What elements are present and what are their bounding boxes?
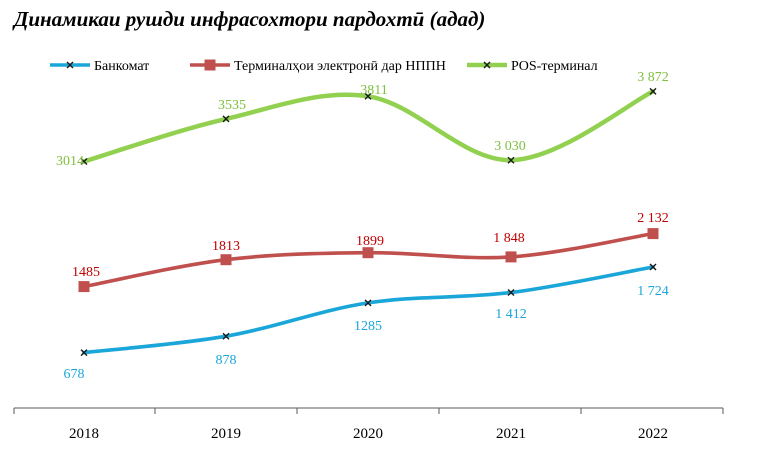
legend-marker xyxy=(483,61,491,69)
data-point xyxy=(80,349,88,357)
data-point xyxy=(364,299,372,307)
data-label: 3 872 xyxy=(637,70,669,85)
data-label: 3014 xyxy=(56,154,84,169)
data-point xyxy=(649,87,657,95)
data-point xyxy=(505,251,517,263)
x-tick-label: 2021 xyxy=(496,426,526,442)
legend-item: Банкомат xyxy=(50,59,149,74)
data-point xyxy=(78,281,90,293)
legend-item: POS-терминал xyxy=(467,59,598,74)
data-point xyxy=(507,289,515,296)
plot-area: 678 878 1285 1 412 1 724 1485 1813 1899 1 848 2 1… xyxy=(56,70,669,382)
legend-item: Терминалҳои электронӣ дар НППН xyxy=(190,59,446,74)
series-2: 1485 1813 1899 1 848 2 132 xyxy=(72,211,669,293)
data-label: 1285 xyxy=(354,319,382,334)
series-3: 3014 3535 3811 3 030 3 872 xyxy=(56,70,669,169)
x-tick-label: 2019 xyxy=(211,426,241,442)
data-point xyxy=(222,332,230,340)
data-label: 678 xyxy=(64,367,85,382)
chart-title: Динамикаи рушди инфрасохтори пардохтӣ (а… xyxy=(12,7,485,31)
data-label: 1 412 xyxy=(495,307,527,322)
data-label: 878 xyxy=(216,353,237,368)
data-point xyxy=(362,247,374,259)
x-tick-label: 2018 xyxy=(69,426,99,442)
data-label: 3 030 xyxy=(494,139,526,154)
data-point xyxy=(649,263,657,271)
data-label: 1485 xyxy=(72,265,100,280)
data-label: 1813 xyxy=(212,239,240,254)
data-point xyxy=(222,115,230,123)
data-point xyxy=(647,228,659,240)
data-label: 1 724 xyxy=(637,284,669,299)
data-label: 3811 xyxy=(360,83,387,98)
data-point xyxy=(507,156,515,164)
data-label: 1899 xyxy=(356,234,384,249)
legend-label: Терминалҳои электронӣ дар НППН xyxy=(234,59,446,74)
legend-marker xyxy=(66,61,74,69)
data-point xyxy=(80,158,88,165)
x-tick-label: 2022 xyxy=(638,426,668,442)
x-axis: 2018 2019 2020 2021 2022 xyxy=(13,407,724,442)
data-label: 3535 xyxy=(218,98,246,113)
legend-marker xyxy=(204,59,216,71)
x-tick-label: 2020 xyxy=(353,426,383,442)
data-point xyxy=(220,254,232,266)
data-point xyxy=(364,92,372,100)
legend-label: Банкомат xyxy=(94,59,149,74)
series-line xyxy=(81,89,656,164)
data-label: 1 848 xyxy=(493,231,525,246)
data-label: 2 132 xyxy=(637,211,669,226)
series-1: 678 878 1285 1 412 1 724 xyxy=(64,263,669,382)
legend-label: POS-терминал xyxy=(511,59,598,74)
chart-legend: Банкомат Терминалҳои электронӣ дар НППН PO… xyxy=(50,59,598,74)
series-line xyxy=(82,265,655,355)
